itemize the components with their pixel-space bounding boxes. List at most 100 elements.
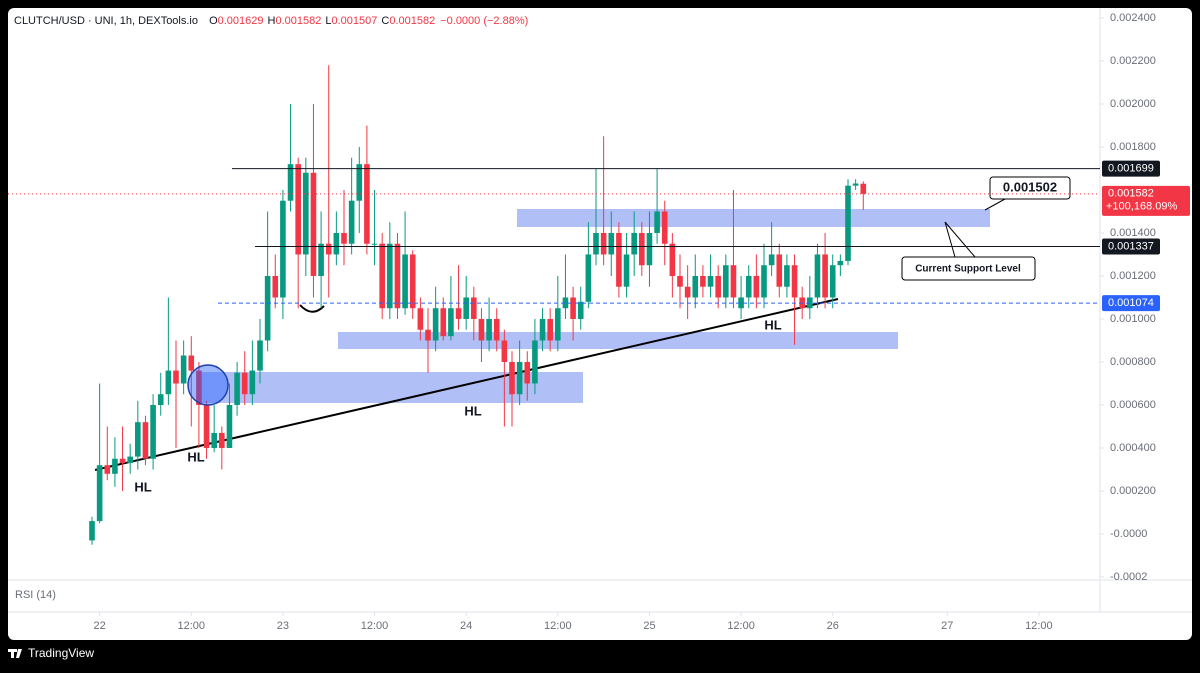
price-label-box xyxy=(1102,295,1160,312)
x-tick-label: 26 xyxy=(827,620,839,632)
price-label: 0.001337 xyxy=(1108,240,1154,252)
trendline xyxy=(94,298,839,471)
arrow xyxy=(299,304,325,313)
candle-body xyxy=(173,370,179,384)
chart-header: CLUTCH/USD · UNI, 1h, DEXTools.io O 0.001… xyxy=(14,15,528,27)
ohlc-value: 0.001582 xyxy=(275,15,321,27)
x-tick-label: 12:00 xyxy=(361,620,389,632)
chart-panel xyxy=(8,8,1192,640)
ohlc-value: 0.001582 xyxy=(389,15,435,27)
candle-body xyxy=(509,361,515,395)
highlight-circle xyxy=(187,364,229,406)
candle-body xyxy=(280,200,286,298)
candle-body xyxy=(654,211,660,233)
candle-body xyxy=(631,232,637,255)
x-tick-label: 12:00 xyxy=(1025,620,1053,632)
candle-body xyxy=(829,265,836,298)
candle-body xyxy=(325,243,332,255)
candle-body xyxy=(745,275,752,298)
candle-body xyxy=(585,254,592,302)
candle-body xyxy=(241,372,248,395)
candle-body xyxy=(203,404,210,448)
candle-body xyxy=(661,211,668,244)
candle-body xyxy=(822,254,828,298)
y-tick-label: 0.000200 xyxy=(1110,485,1156,497)
candle-body xyxy=(364,164,370,244)
candle-body xyxy=(639,232,645,266)
candle-body xyxy=(478,318,485,341)
ohlc-label: H xyxy=(268,15,276,27)
candle-body xyxy=(219,432,225,448)
candle-body xyxy=(784,265,790,287)
candle-body xyxy=(669,243,676,276)
candle-body xyxy=(555,308,561,341)
candle-body xyxy=(463,297,469,319)
candle-body xyxy=(723,265,729,298)
change: −0.0000 (−2.88%) xyxy=(440,15,528,27)
candle-body xyxy=(845,185,851,261)
candle-body xyxy=(96,465,103,522)
callout-text: Current Support Level xyxy=(915,264,1021,275)
candle-body xyxy=(188,355,195,371)
y-tick-label: 0.001200 xyxy=(1110,270,1156,282)
candle-body xyxy=(89,521,95,541)
y-tick-label: 0.000800 xyxy=(1110,356,1156,368)
callout-text: 0.001502 xyxy=(1003,179,1057,194)
y-tick-label: 0.002000 xyxy=(1110,98,1156,110)
y-tick-label: 0.002400 xyxy=(1110,12,1156,24)
x-tick-label: 27 xyxy=(941,620,953,632)
candle-body xyxy=(852,183,859,186)
candle-body xyxy=(562,297,569,309)
candle-body xyxy=(486,318,492,341)
candle-body xyxy=(570,297,576,319)
candle-body xyxy=(303,172,309,255)
candle-body xyxy=(264,275,271,341)
candle-body xyxy=(119,458,126,464)
candle-body xyxy=(379,243,385,309)
x-tick-label: 23 xyxy=(277,620,289,632)
candle-body xyxy=(333,232,340,255)
y-tick-label: 0.001400 xyxy=(1110,227,1156,239)
candle-body xyxy=(501,340,508,362)
price-label-box xyxy=(1102,160,1160,177)
candle-body xyxy=(356,164,363,201)
candle-body xyxy=(516,361,523,395)
ohlc-label: O xyxy=(209,15,218,27)
candles xyxy=(89,65,867,545)
candle-body xyxy=(287,164,294,201)
symbol: CLUTCH/USD · UNI, 1h, DEXTools.io xyxy=(14,15,198,27)
candle-body xyxy=(616,232,622,287)
y-tick-label: 0.000600 xyxy=(1110,399,1156,411)
candle-body xyxy=(196,370,202,405)
candle-body xyxy=(112,458,118,474)
candle-body xyxy=(493,318,500,341)
y-tick-label: 0.001000 xyxy=(1110,313,1156,325)
candle-body xyxy=(677,275,683,287)
candle-body xyxy=(425,329,431,341)
candle-body xyxy=(532,340,538,384)
price-label: 0.001699 xyxy=(1108,163,1154,175)
last-change: +100,168.09% xyxy=(1106,201,1177,213)
candle-body xyxy=(432,308,439,341)
candle-body xyxy=(684,286,691,298)
candle-body xyxy=(791,265,798,298)
candle-body xyxy=(700,275,706,287)
annotation: HL xyxy=(464,403,481,418)
candle-body xyxy=(226,404,233,448)
ohlc-value: 0.001507 xyxy=(331,15,377,27)
candle-body xyxy=(150,404,156,459)
candle-body xyxy=(157,394,164,405)
candle-body xyxy=(837,260,844,266)
candle-body xyxy=(768,254,775,266)
price-label: 0.001074 xyxy=(1108,297,1154,309)
callout: 0.001502 xyxy=(984,176,1071,211)
candle-body xyxy=(547,318,553,341)
candle-body xyxy=(165,370,172,395)
candle-body xyxy=(371,243,378,245)
candle-body xyxy=(692,275,699,298)
candle-body xyxy=(646,232,653,266)
annotation: HL xyxy=(764,317,781,332)
candle-body xyxy=(814,254,821,298)
candle-body xyxy=(310,172,317,276)
